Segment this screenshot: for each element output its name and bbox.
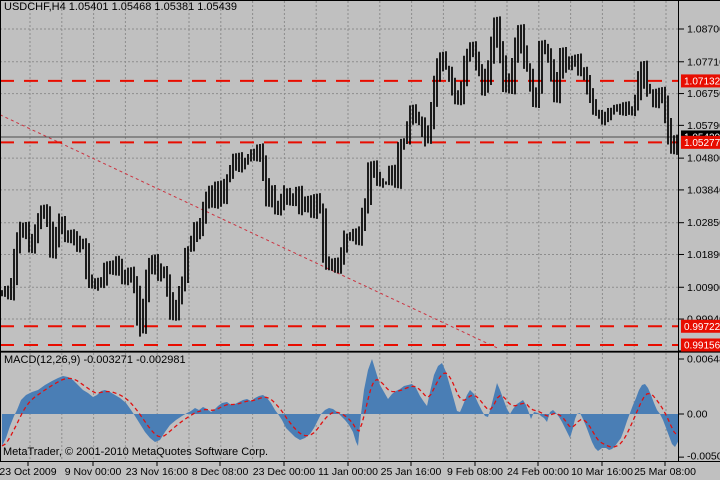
time-axis-label[interactable]: 23 Oct 2009 <box>0 466 57 478</box>
macd-axis-label[interactable]: 0.006488 <box>687 354 720 366</box>
price-axis-label[interactable]: 1.03840 <box>687 184 720 196</box>
level-price-marker <box>681 319 720 333</box>
trendline-descending[interactable] <box>0 114 498 349</box>
macd-axis-label[interactable]: -0.00509 <box>687 451 720 463</box>
time-axis-label[interactable]: 9 Nov 00:00 <box>65 466 122 478</box>
price-bars <box>1 16 678 337</box>
chart-title-ohlc: USDCHF,H4 1.05401 1.05468 1.05381 1.0543… <box>4 1 238 13</box>
price-axis-label[interactable]: 1.08700 <box>687 24 720 36</box>
level-price-marker-label: 1.05277 <box>684 138 720 149</box>
price-axis-label[interactable]: 1.04800 <box>687 153 720 165</box>
time-axis-label[interactable]: 24 Feb 00:00 <box>507 466 569 478</box>
time-axis-label[interactable]: 23 Nov 16:00 <box>126 466 189 478</box>
level-price-marker <box>681 338 720 352</box>
time-axis-label[interactable]: 25 Jan 16:00 <box>381 466 442 478</box>
time-axis-label[interactable]: 9 Feb 08:00 <box>447 466 503 478</box>
copyright-text: MetaTrader, © 2001-2010 MetaQuotes Softw… <box>3 446 269 458</box>
time-axis-label[interactable]: 8 Dec 08:00 <box>192 466 249 478</box>
macd-signal-line <box>1 372 678 448</box>
level-price-marker-label: 0.99722 <box>684 322 720 333</box>
panel-separator[interactable] <box>0 350 720 353</box>
time-axis-label[interactable]: 23 Dec 00:00 <box>253 466 316 478</box>
level-price-marker-label: 1.07132 <box>684 76 720 87</box>
level-price-marker-label: 0.99156 <box>684 341 720 352</box>
macd-histogram <box>2 359 678 451</box>
price-axis-label[interactable]: 1.06750 <box>687 88 720 100</box>
price-axis-label[interactable]: 1.01890 <box>687 249 720 261</box>
time-axis-label[interactable]: 25 Mar 08:00 <box>634 466 696 478</box>
macd-axis-label[interactable]: 0.00 <box>687 409 708 421</box>
time-axis-label[interactable]: 11 Jan 00:00 <box>318 466 378 478</box>
macd-indicator-label: MACD(12,26,9) -0.003271 -0.002981 <box>4 354 186 366</box>
price-axis-label[interactable]: 1.05790 <box>687 120 720 132</box>
price-axis-label[interactable]: 1.02850 <box>687 217 720 229</box>
price-axis-label[interactable]: 1.07710 <box>687 56 720 68</box>
level-price-marker <box>681 135 720 149</box>
level-price-marker <box>681 74 720 88</box>
time-axis-label[interactable]: 10 Mar 16:00 <box>571 466 633 478</box>
